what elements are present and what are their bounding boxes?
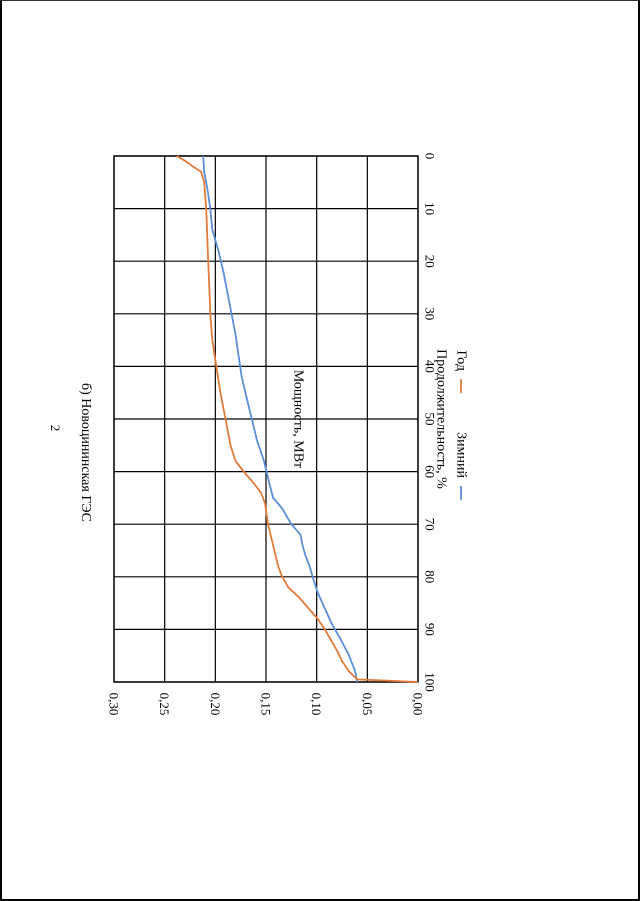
page-border-right <box>638 0 640 901</box>
x-tick-label: 60 <box>423 465 438 478</box>
x-tick-label: 80 <box>423 570 438 583</box>
x-tick-label: 20 <box>423 255 438 268</box>
chart-labels: 0,00 0,05 0,10 0,15 0,20 0,25 0,30 0 10 20 30 40 50 6… <box>107 153 469 716</box>
x-tick-label: 100 <box>423 672 438 692</box>
y-tick-label: 0,00 <box>411 693 426 716</box>
y-tick-label: 0,30 <box>107 693 122 716</box>
y-tick-label: 0,25 <box>157 693 172 716</box>
chart-gridlines <box>113 155 419 683</box>
x-tick-label: 40 <box>423 360 438 373</box>
x-tick-label: 10 <box>423 202 438 215</box>
legend-label-0: Зимний <box>454 432 469 478</box>
page-border-bottom <box>0 899 640 901</box>
x-tick-label: 50 <box>423 413 438 426</box>
series-line-0 <box>202 155 359 683</box>
y-tick-label: 0,20 <box>208 693 223 716</box>
plot-frame <box>113 155 419 683</box>
y-tick-label: 0,15 <box>259 693 274 716</box>
y-axis-title: Мощность, МВт <box>291 370 306 468</box>
x-tick-label: 70 <box>423 518 438 531</box>
x-axis-title: Продолжительность, % <box>434 349 449 489</box>
x-tick-label: 90 <box>423 623 438 636</box>
y-tick-label: 0,05 <box>360 693 375 716</box>
legend-label-1: Год <box>454 350 469 371</box>
y-tick-label: 0,10 <box>309 693 324 716</box>
x-tick-label: 0 <box>423 153 438 160</box>
chart-series <box>176 155 419 683</box>
page-border-left <box>0 0 2 901</box>
series-line-1 <box>176 155 419 683</box>
x-tick-label: 30 <box>423 307 438 320</box>
page-border-top <box>0 0 640 1</box>
